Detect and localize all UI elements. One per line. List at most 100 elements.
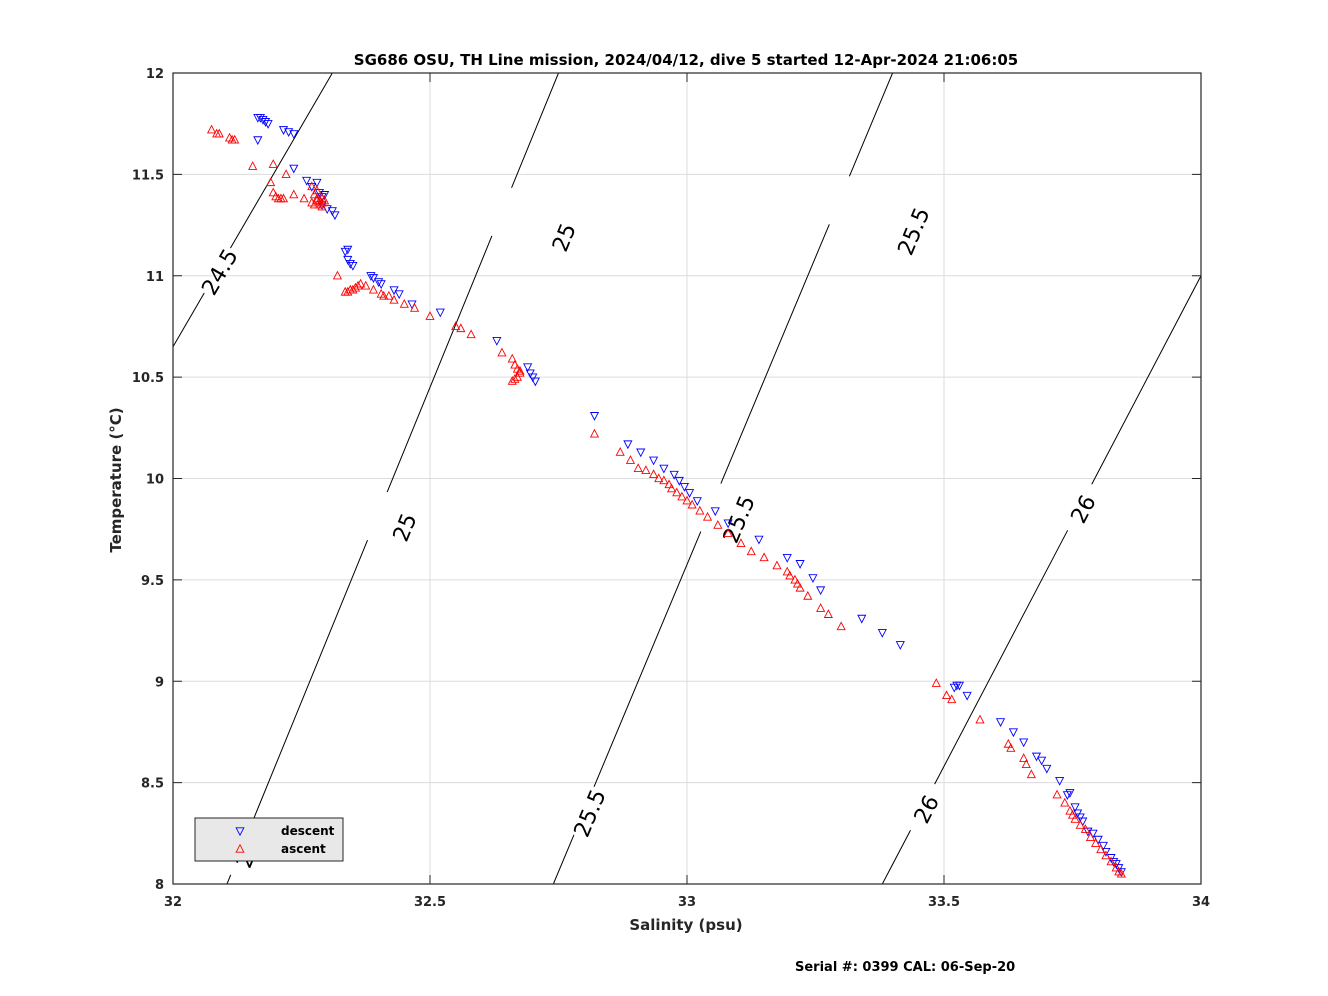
ascent-point — [659, 475, 669, 485]
ascent-point — [816, 603, 826, 612]
x-axis-label: Salinity (psu) — [629, 916, 742, 934]
ascent-point — [515, 367, 525, 377]
descent-point — [710, 507, 720, 517]
descent-point — [795, 560, 805, 569]
descent-point — [1070, 803, 1080, 813]
legend-label-descent: descent — [281, 824, 335, 838]
density-contour-line — [249, 540, 368, 827]
ascent-point — [1096, 844, 1106, 854]
ascent-point — [356, 278, 366, 288]
descent-point — [954, 681, 965, 691]
ascent-point — [736, 538, 746, 547]
density-contour-line — [386, 235, 493, 493]
ascent-point — [648, 469, 659, 479]
legend-marker-descent — [235, 827, 245, 837]
legend-marker-ascent — [235, 843, 245, 853]
descent-point — [1008, 728, 1018, 738]
ascent-point — [947, 694, 957, 704]
density-contour-line — [881, 829, 911, 884]
density-contour-line — [226, 874, 232, 884]
descent-point — [289, 164, 299, 174]
descent-point — [263, 120, 273, 129]
ascent-point — [1065, 805, 1075, 815]
ascent-point — [409, 303, 420, 312]
ascent-point — [941, 690, 952, 700]
ascent-point — [1052, 789, 1062, 799]
data-points — [206, 114, 1126, 878]
density-contour-line — [934, 530, 1069, 785]
ascent-point — [497, 347, 507, 357]
x-tick-label: 32.5 — [414, 895, 446, 910]
density-contour-line — [593, 531, 702, 788]
ascent-point — [389, 294, 399, 304]
descent-point — [669, 470, 679, 480]
ascent-point — [664, 479, 674, 489]
descent-point — [348, 262, 358, 271]
y-tick-label: 12 — [146, 67, 164, 82]
ascent-point — [589, 428, 600, 438]
ascent-point — [746, 546, 756, 556]
ascent-point — [353, 280, 363, 290]
ascent-point — [677, 491, 687, 501]
descent-point — [623, 440, 633, 450]
descent-point — [684, 489, 695, 498]
ascent-point — [214, 128, 224, 138]
ascent-point — [1080, 824, 1090, 833]
ascent-point — [307, 181, 317, 191]
ascent-point — [782, 566, 792, 576]
descent-point — [895, 641, 905, 650]
ascent-point — [823, 609, 833, 618]
ascent-point — [1067, 809, 1078, 819]
descent-point — [312, 178, 322, 188]
grid — [172, 72, 1202, 885]
descent-point — [857, 614, 867, 624]
ascent-point — [507, 376, 517, 385]
ascent-point — [320, 195, 330, 205]
density-contour-line — [720, 224, 830, 484]
ascent-point — [625, 455, 636, 464]
serial-cal-footer: Serial #: 0399 CAL: 06-Sep-20 — [795, 960, 1015, 975]
density-contour-line — [552, 834, 575, 884]
ascent-point — [1116, 868, 1126, 878]
ascent-point — [230, 134, 240, 144]
y-tick-label: 9 — [155, 675, 164, 690]
descent-point — [330, 211, 340, 221]
y-tick-label: 8 — [155, 878, 164, 893]
descent-point — [1109, 858, 1119, 867]
ascent-point — [682, 495, 692, 505]
ascent-point — [803, 590, 813, 600]
descent-point — [1055, 776, 1065, 786]
ascent-point — [723, 528, 733, 537]
ascent-point — [451, 321, 461, 331]
descent-point — [782, 553, 792, 563]
descent-point — [253, 136, 263, 146]
descent-point — [435, 308, 445, 318]
ascent-point — [695, 505, 705, 515]
descent-point — [679, 483, 690, 492]
ascent-point — [836, 621, 846, 631]
y-tick-label: 10.5 — [132, 371, 164, 386]
ascent-point — [1106, 856, 1116, 866]
ascent-point — [515, 365, 525, 375]
ascent-point — [1101, 850, 1111, 860]
descent-point — [877, 628, 887, 638]
descent-point — [674, 476, 684, 486]
ascent-point — [379, 290, 389, 300]
ascent-point — [666, 483, 677, 493]
descent-point — [302, 176, 312, 186]
ascent-point — [772, 560, 782, 570]
legend: descent ascent — [194, 817, 344, 862]
ascent-point — [309, 189, 319, 199]
descent-point — [374, 278, 384, 288]
ascent-point — [1003, 738, 1013, 748]
y-tick-label: 8.5 — [141, 777, 164, 792]
ascent-point — [654, 473, 664, 483]
x-tick-label: 33 — [678, 895, 696, 910]
descent-point — [523, 363, 533, 373]
descent-point — [394, 290, 404, 300]
ascent-point — [792, 578, 803, 588]
chart-title: SG686 OSU, TH Line mission, 2024/04/12, … — [354, 51, 1018, 69]
y-tick-label: 9.5 — [141, 574, 164, 589]
ascent-point — [510, 359, 520, 369]
ascent-point — [785, 570, 795, 580]
